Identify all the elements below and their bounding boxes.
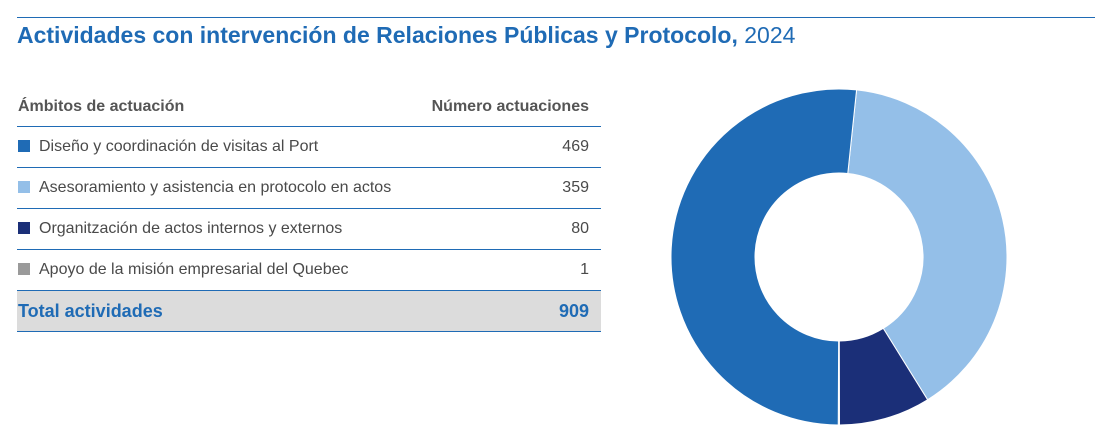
legend-swatch: [18, 222, 30, 234]
category-label: Organitzación de actos internos y extern…: [39, 220, 343, 237]
category-label: Apoyo de la misión empresarial del Quebe…: [39, 261, 349, 278]
table-row: Organitzación de actos internos y extern…: [17, 208, 601, 250]
row-value: 469: [418, 126, 601, 168]
row-label: Organitzación de actos internos y extern…: [17, 208, 419, 250]
header-ambitos: Ámbitos de actuación: [17, 88, 419, 127]
data-table: Ámbitos de actuación Número actuaciones …: [17, 88, 601, 332]
legend-swatch: [18, 263, 30, 275]
category-label: Asesoramiento y asistencia en protocolo …: [39, 179, 392, 196]
title-year: 2024: [744, 22, 796, 48]
top-rule: [17, 17, 1095, 18]
table-row: Asesoramiento y asistencia en protocolo …: [17, 167, 601, 209]
table-row: Apoyo de la misión empresarial del Quebe…: [17, 249, 601, 291]
table-header: Ámbitos de actuación Número actuaciones: [17, 88, 601, 127]
row-label: Diseño y coordinación de visitas al Port: [17, 126, 419, 168]
total-row: Total actividades 909: [17, 290, 601, 332]
row-label: Asesoramiento y asistencia en protocolo …: [17, 167, 419, 209]
chart-title: Actividades con intervención de Relacion…: [17, 22, 795, 49]
row-value: 80: [418, 208, 601, 250]
table-row: Diseño y coordinación de visitas al Port…: [17, 126, 601, 168]
row-value: 1: [418, 249, 601, 291]
row-value: 359: [418, 167, 601, 209]
donut-slice: [670, 88, 858, 426]
donut-slice: [847, 89, 1008, 401]
row-label: Apoyo de la misión empresarial del Quebe…: [17, 249, 419, 291]
total-value: 909: [418, 290, 601, 332]
category-label: Diseño y coordinación de visitas al Port: [39, 138, 319, 155]
legend-swatch: [18, 140, 30, 152]
title-text: Actividades con intervención de Relacion…: [17, 22, 738, 48]
total-label: Total actividades: [17, 290, 419, 332]
legend-swatch: [18, 181, 30, 193]
donut-chart: [670, 88, 1008, 426]
header-numero: Número actuaciones: [418, 88, 601, 127]
